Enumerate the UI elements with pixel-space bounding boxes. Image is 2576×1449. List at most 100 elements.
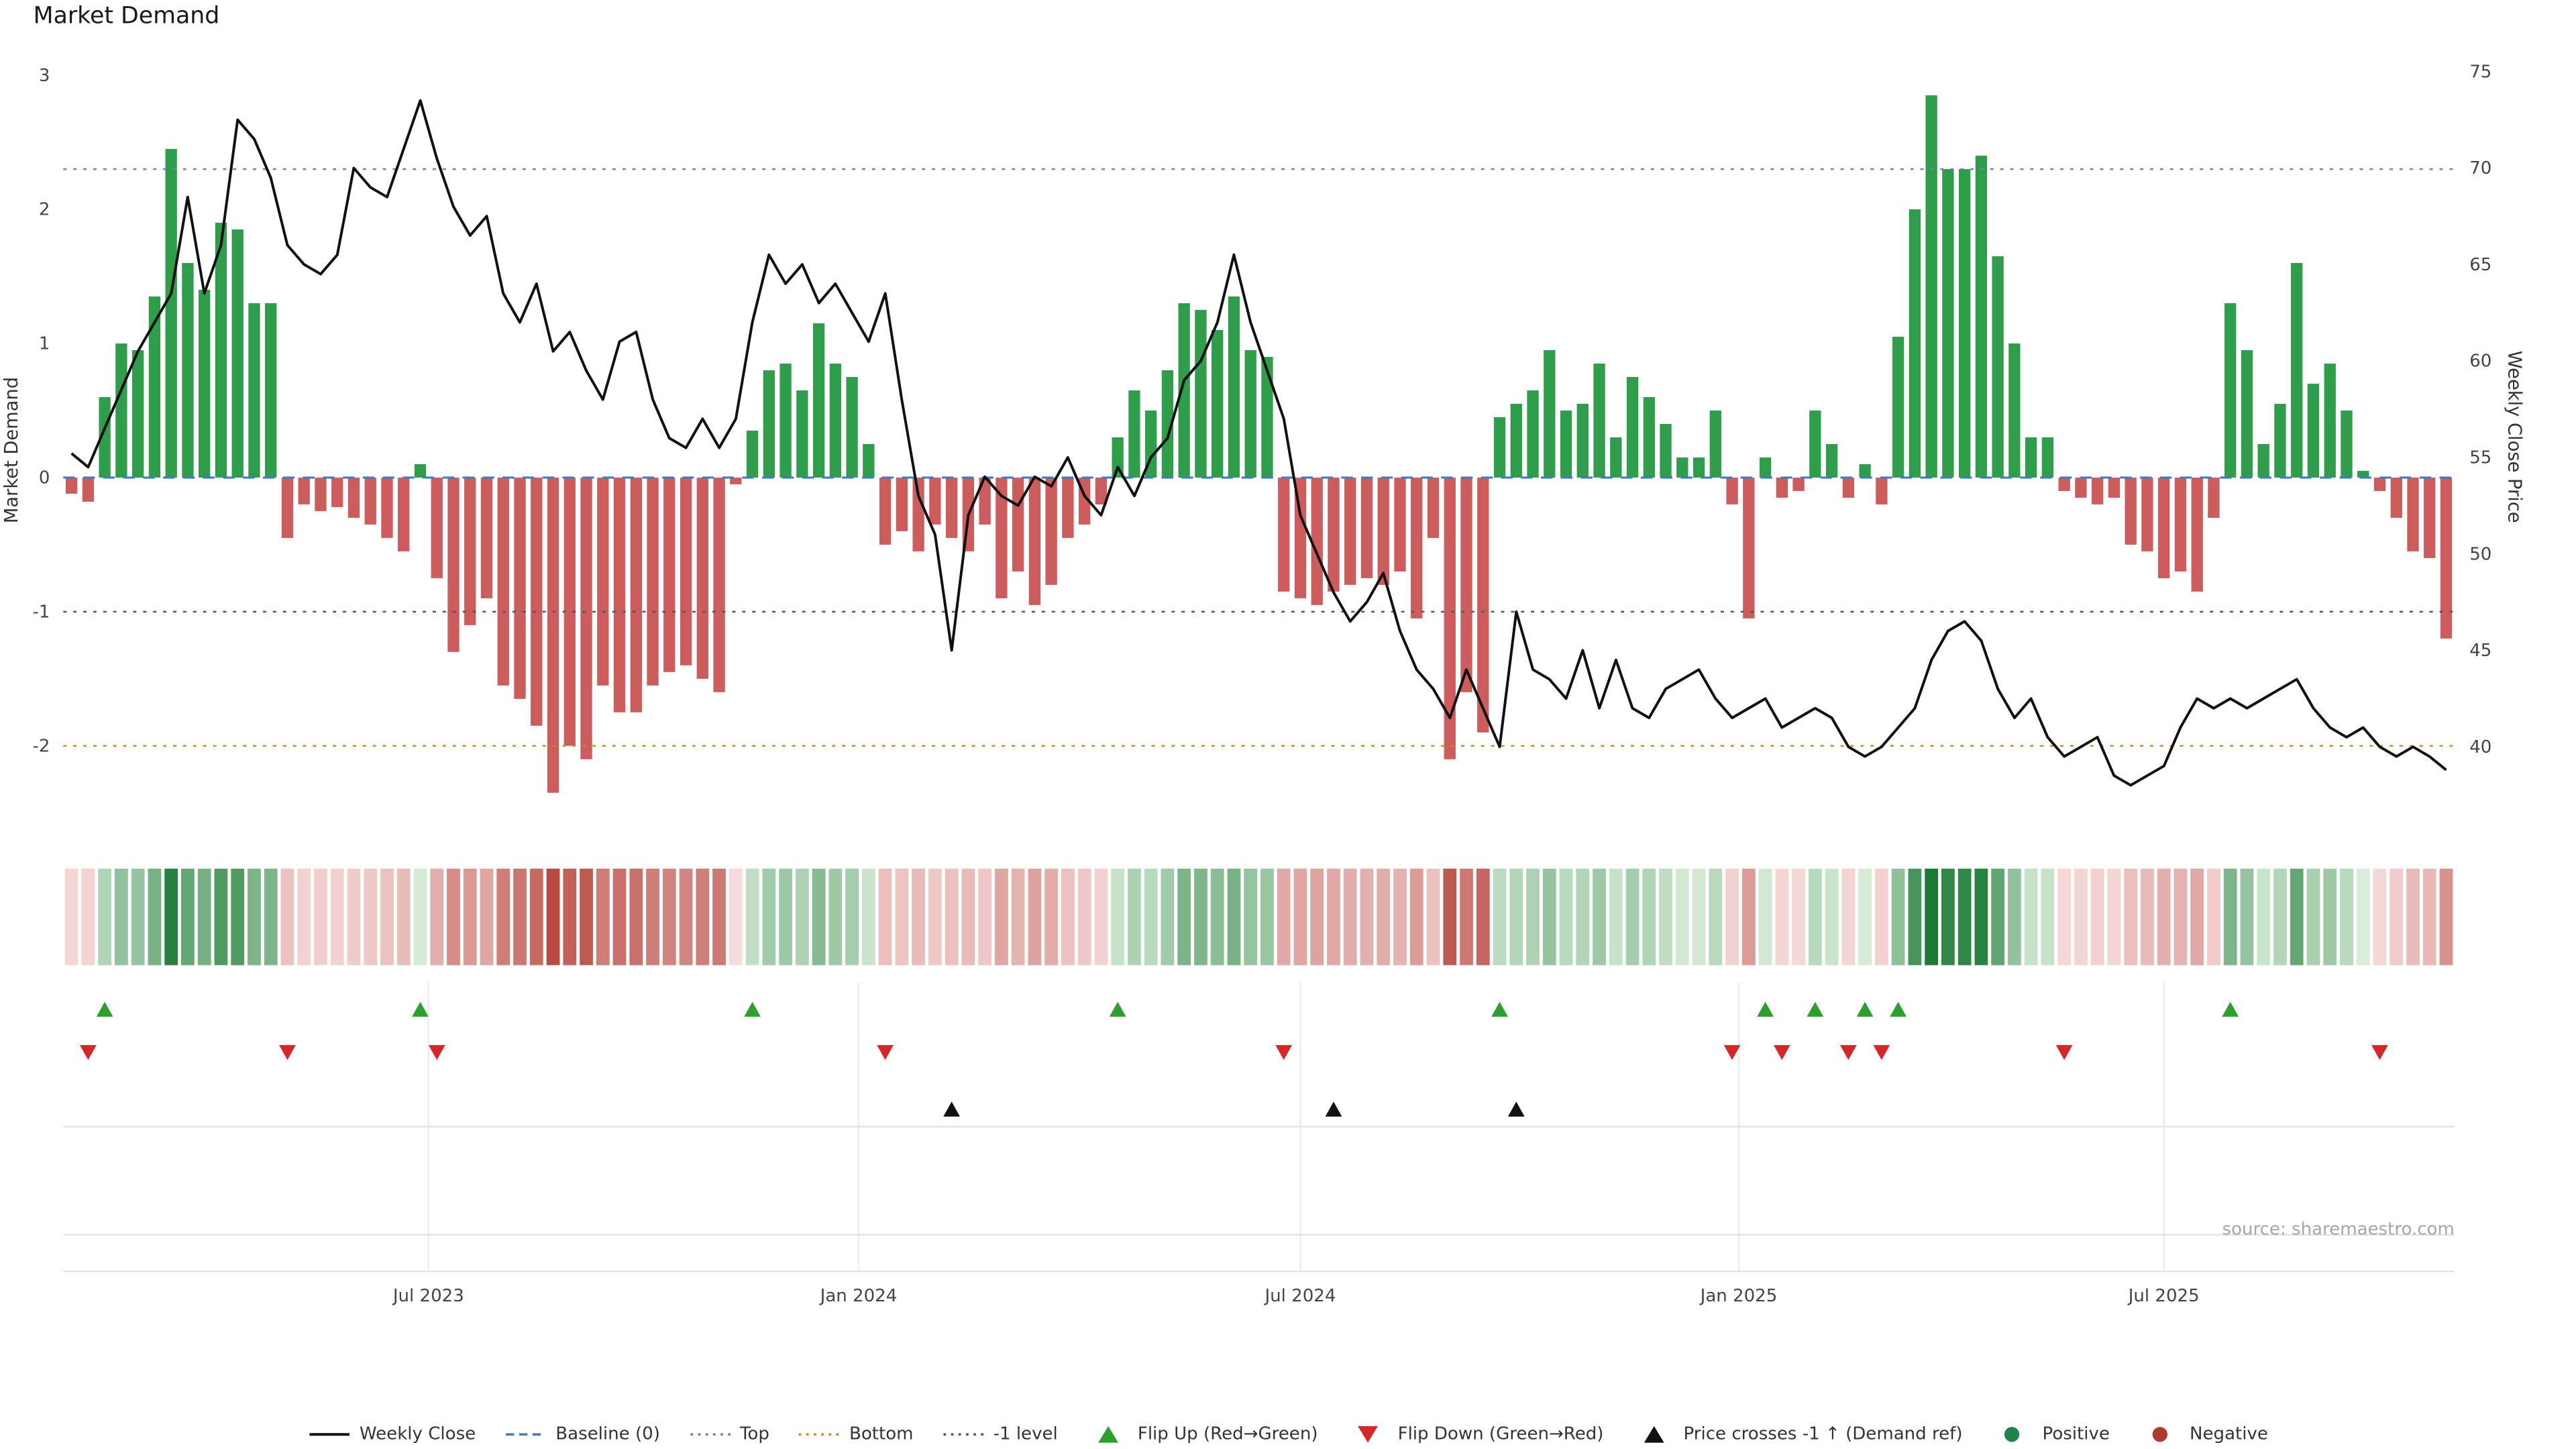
positive-demand-bar [99, 396, 111, 478]
heatmap-cell [1210, 868, 1224, 965]
heatmap-cell [380, 868, 394, 965]
right-axis-tick: 70 [2469, 158, 2491, 178]
positive-demand-bar [1958, 169, 1971, 478]
flip-down-icon [1839, 1044, 1857, 1061]
negative-demand-bar [1460, 477, 1472, 692]
positive-demand-bar [1892, 336, 1904, 478]
heatmap-cell [463, 868, 477, 965]
heatmap-cell [1094, 868, 1108, 965]
negative-demand-bar [2440, 477, 2453, 639]
heatmap-cell [1709, 868, 1723, 965]
negative-demand-bar [497, 477, 509, 686]
negative-demand-bar [879, 477, 892, 545]
negative-demand-bar [65, 477, 78, 494]
heatmap-cell [1991, 868, 2005, 965]
positive-demand-bar [1909, 209, 1921, 478]
legend-label: Top [739, 1424, 769, 1445]
heatmap-cell [2422, 868, 2436, 965]
source-credit: source: sharemaestro.com [2222, 1220, 2455, 1240]
negative-demand-bar [514, 477, 526, 699]
heatmap-cell [978, 868, 992, 965]
heatmap-cell [563, 868, 577, 965]
positive-demand-bar [199, 290, 211, 478]
heatmap-cell [181, 868, 195, 965]
right-axis-tick: 50 [2469, 544, 2491, 564]
negative-demand-bar [2208, 477, 2220, 518]
heatmap-cell [812, 868, 826, 965]
negative-demand-bar [929, 477, 941, 525]
negative-demand-bar [663, 477, 676, 672]
negative-demand-bar [315, 477, 327, 511]
positive-demand-bar [1195, 310, 1207, 478]
positive-demand-bar [1660, 423, 1672, 478]
heatmap-cell [1011, 868, 1025, 965]
legend-item-2: Top [688, 1424, 769, 1444]
heatmap-cell [745, 868, 759, 965]
x-axis-tick: Jan 2025 [1699, 1286, 1778, 1306]
positive-demand-bar [1676, 457, 1688, 478]
heatmap-cell [264, 868, 278, 965]
legend-label: -1 level [993, 1424, 1058, 1445]
heatmap-cell [2124, 868, 2138, 965]
negative-demand-bar [1045, 477, 1057, 585]
x-axis-tick: Jan 2024 [819, 1286, 898, 1306]
positive-demand-bar [1261, 356, 1273, 478]
negative-demand-bar [1344, 477, 1356, 585]
positive-demand-bar [148, 297, 161, 478]
negative-demand-bar [2075, 477, 2087, 498]
flip-up-icon [1757, 1002, 1774, 1017]
heatmap-cell [2306, 868, 2320, 965]
negative-demand-bar [1028, 477, 1041, 605]
positive-demand-bar [265, 303, 277, 478]
heatmap-cell [779, 868, 792, 965]
heatmap-cell [496, 868, 511, 965]
heatmap-cell [1659, 868, 1672, 965]
heatmap-cell [2323, 868, 2337, 965]
positive-demand-bar [812, 323, 825, 478]
negative-demand-bar [945, 477, 958, 538]
heatmap-cell [1642, 868, 1656, 965]
legend: Weekly Close Baseline (0) Top Bottom -1 leve… [0, 1424, 2576, 1444]
negative-demand-bar [1377, 477, 1389, 585]
positive-demand-bar [746, 430, 759, 478]
positive-demand-bar [1643, 396, 1655, 478]
heatmap-cell [1244, 868, 1258, 965]
x-axis-tick: Jul 2025 [2127, 1286, 2200, 1306]
positive-demand-bar [115, 343, 127, 478]
heatmap-cell [2174, 868, 2188, 965]
heatmap-cell [1409, 868, 1424, 965]
positive-demand-bar [1825, 443, 1838, 478]
flip-down-icon [877, 1044, 894, 1061]
flip-down-icon [2055, 1044, 2073, 1061]
heatmap-cell [2240, 868, 2254, 965]
negative-demand-bar [347, 477, 360, 518]
page-title: Market Demand [33, 3, 220, 30]
flip-up-icon [412, 1002, 429, 1017]
legend-label: Price crosses -1 ↑ (Demand ref) [1683, 1424, 1963, 1445]
positive-demand-bar [182, 263, 194, 478]
heatmap-cell [2257, 868, 2271, 965]
dashed-line-swatch-icon [505, 1433, 546, 1436]
flip-down-markers [79, 1044, 2388, 1061]
heatmap-cell [1111, 868, 1125, 965]
dotted-line-swatch-icon [690, 1433, 731, 1436]
legend-item-5: Flip Up (Red→Green) [1086, 1424, 1318, 1444]
dotted-line-swatch-icon [799, 1433, 840, 1436]
heatmap-cell [1393, 868, 1407, 965]
heatmap-cell [1692, 868, 1706, 965]
legend-item-0: Weekly Close [308, 1424, 476, 1444]
heatmap-cell [1542, 868, 1556, 965]
positive-demand-bar [414, 464, 427, 478]
flip-down-icon [1723, 1044, 1741, 1061]
heatmap-cell [1741, 868, 1756, 965]
heatmap-cell [1426, 868, 1440, 965]
positive-demand-bar [863, 443, 875, 478]
left-axis-tick: 0 [39, 468, 50, 488]
solid-line-swatch-icon [309, 1433, 350, 1436]
positive-demand-bar [132, 350, 144, 478]
negative-demand-bar [2407, 477, 2419, 551]
reference-lines [63, 168, 2455, 747]
price-cross-icon [943, 1102, 961, 1117]
heatmap-cell [1460, 868, 1473, 965]
flip-down-icon [79, 1044, 97, 1061]
